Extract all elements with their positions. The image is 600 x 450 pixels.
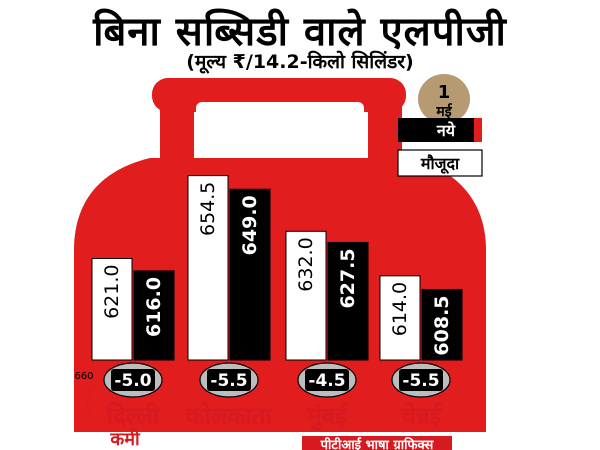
cylinder-neck-left [160, 106, 194, 166]
bar [285, 230, 327, 361]
badges-layer: -5.0 -5.5 -4.5 -5.5 [103, 362, 451, 398]
page-title: बिना सब्सिडी वाले एलपीजी [93, 9, 507, 55]
change-badge-inner [305, 369, 349, 391]
bar-value-label: 632.0 [295, 237, 317, 291]
legend-new-label: नये [436, 121, 456, 140]
bar [327, 241, 369, 361]
bar [229, 188, 271, 361]
date-circle [418, 74, 470, 124]
legend-new-edge [474, 118, 482, 142]
change-value: -5.0 [114, 371, 151, 391]
change-badge-inner [207, 369, 251, 391]
bar-value-label: 654.5 [197, 182, 219, 236]
source-label: पीटीआई भाषा ग्राफिक्स [320, 437, 435, 450]
city-label: दिल्ली [106, 402, 160, 430]
change-badge-inner [111, 369, 155, 391]
bar-value-label: 649.0 [239, 195, 261, 255]
city-label: चेन्नई [400, 402, 443, 430]
bar-value-label: 614.0 [389, 282, 411, 336]
change-value: -5.5 [402, 371, 439, 391]
source-box [302, 436, 452, 450]
city-label: मुंबई [306, 402, 348, 431]
change-value: -4.5 [308, 371, 345, 391]
bar [91, 258, 133, 361]
cylinder-neck-right [368, 106, 402, 166]
legend-new-swatch [398, 118, 474, 142]
legend-current-label: मौजूदा [420, 154, 460, 174]
bar [379, 275, 421, 361]
date-number: 1 [438, 82, 451, 103]
bar-value-label: 621.0 [101, 265, 123, 319]
scale-note: 660 [74, 371, 93, 382]
legend: 1 मई नये मौजूदा [397, 74, 483, 177]
bar-value-label: 616.0 [143, 277, 165, 337]
cylinder-handle-hole [196, 102, 364, 120]
city-label: कोलकाता [185, 402, 272, 430]
gas-cylinder [74, 78, 486, 432]
page-subtitle: (मूल्य ₹/14.2-किलो सिलिंडर) [186, 51, 414, 73]
bar [187, 175, 229, 361]
dotted-arrow [86, 383, 99, 425]
bar [133, 270, 175, 361]
cities-layer: दिल्ली कोलकाता मुंबई चेन्नई [106, 402, 443, 431]
date-month: मई [435, 103, 452, 120]
legend-current-swatch [397, 149, 483, 177]
bar [421, 288, 463, 361]
bar-value-label: 627.5 [337, 248, 359, 308]
change-badge-inner [399, 369, 443, 391]
change-value: -5.5 [210, 371, 247, 391]
bar-value-label: 608.5 [431, 295, 453, 355]
bars-layer: 621.0 616.0 654.5 649.0 632.0 627.5 614.0 608.5 [91, 175, 463, 361]
cylinder-body [74, 158, 486, 432]
reduction-label: कमी [109, 428, 141, 450]
